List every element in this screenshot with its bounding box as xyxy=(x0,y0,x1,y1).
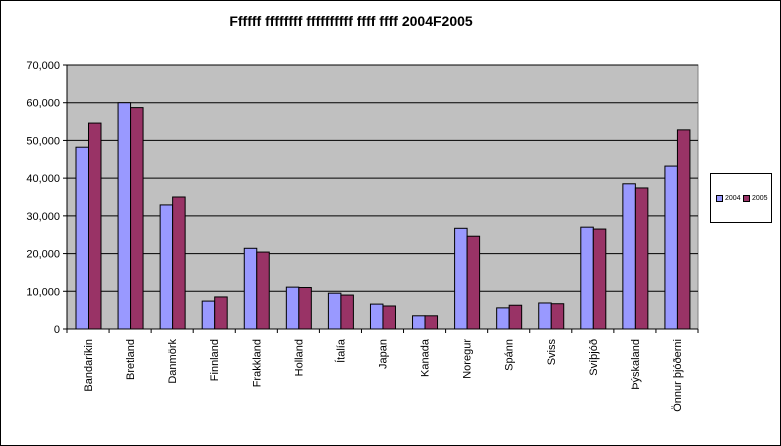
legend-entry-2004: 2004 xyxy=(716,194,741,202)
bar-2005-10 xyxy=(508,304,523,330)
legend-swatch-2005 xyxy=(743,194,750,202)
bar-2005-6 xyxy=(340,294,354,330)
y-tick-label: 50,000 xyxy=(26,135,60,147)
bar-2004-2 xyxy=(159,204,174,330)
bar-2005-14 xyxy=(676,129,691,330)
bar-2005-0 xyxy=(88,122,102,330)
legend-entry-2005: 2005 xyxy=(743,194,768,202)
bar-2005-3 xyxy=(214,296,228,330)
bar-2004-14 xyxy=(664,165,678,330)
x-tick-label: Kanada xyxy=(420,338,432,377)
legend: 2004 2005 xyxy=(710,173,772,223)
x-tick-label: Frakkland xyxy=(251,339,263,387)
x-tick-label: Önnur þjóðerni xyxy=(672,339,684,412)
x-tick-label: Holland xyxy=(293,339,305,376)
bar-2004-3 xyxy=(201,300,216,330)
y-axis: 0 10,000 20,000 30,000 40,000 50,000 60,000 70,… xyxy=(26,60,68,336)
bar-2005-5 xyxy=(298,287,312,330)
x-axis: Bandaríkin Bretland Danmörk Finnland Frakkla… xyxy=(66,328,699,412)
bar-2005-8 xyxy=(424,315,439,330)
x-tick-label: Danmörk xyxy=(167,339,179,384)
bar-2004-6 xyxy=(327,292,342,330)
bar-2004-13 xyxy=(622,183,636,330)
y-tick-label: 30,000 xyxy=(26,211,60,223)
bar-2005-12 xyxy=(592,228,607,330)
chart-title: Ffffff ffffffff ffffffffff ffff ffff 200… xyxy=(229,13,473,29)
bar-2005-1 xyxy=(130,107,144,330)
legend-swatch-2004 xyxy=(716,194,723,202)
legend-label-2004: 2004 xyxy=(725,194,741,202)
x-tick-label: Spánn xyxy=(504,339,516,371)
y-tick-label: 10,000 xyxy=(26,286,60,298)
bar-2004-8 xyxy=(412,315,426,330)
legend-label-2005: 2005 xyxy=(752,194,768,202)
bar-2005-9 xyxy=(466,235,481,330)
x-tick-label: Noregur xyxy=(462,339,474,379)
x-tick-label: Bretland xyxy=(125,339,137,380)
x-tick-label: Ítalía xyxy=(334,338,347,363)
bar-2005-2 xyxy=(172,196,186,330)
bar-2004-4 xyxy=(243,247,258,330)
x-tick-label: Bandaríkin xyxy=(83,339,95,392)
bar-2004-12 xyxy=(580,226,594,330)
bar-2005-13 xyxy=(634,187,649,330)
bar-2004-5 xyxy=(285,286,300,330)
bar-2005-4 xyxy=(256,251,270,330)
y-tick-label: 20,000 xyxy=(26,249,60,261)
x-tick-label: Japan xyxy=(378,339,390,369)
bar-2004-10 xyxy=(496,307,510,330)
y-tick-label: 60,000 xyxy=(26,98,60,110)
bar-2005-7 xyxy=(382,305,396,330)
bar-2004-1 xyxy=(117,102,132,330)
bars xyxy=(75,102,691,330)
x-tick-label: Þýskaland xyxy=(630,339,642,390)
x-tick-label: Sviss xyxy=(546,339,558,366)
x-tick-label: Finnland xyxy=(209,339,221,381)
bar-2004-0 xyxy=(75,146,89,330)
bar-2004-11 xyxy=(538,302,552,330)
y-tick-label: 40,000 xyxy=(26,173,60,185)
x-tick-label: Svíþjóð xyxy=(588,339,600,376)
y-tick-label: 70,000 xyxy=(26,60,60,72)
y-tick-label: 0 xyxy=(54,324,60,336)
bar-2005-11 xyxy=(550,303,565,330)
bar-2004-7 xyxy=(369,303,384,330)
bar-2004-9 xyxy=(454,227,468,330)
